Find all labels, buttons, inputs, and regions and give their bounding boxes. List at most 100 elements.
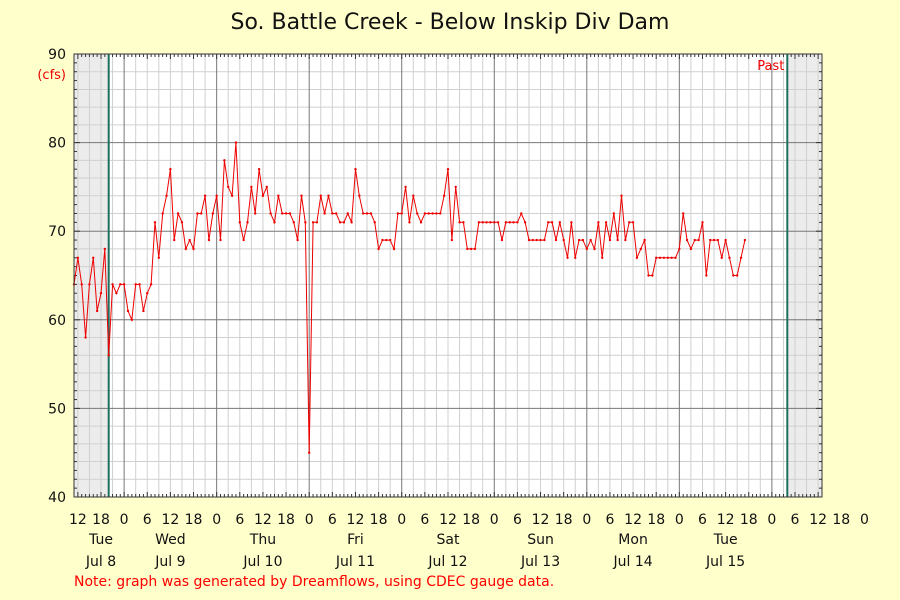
- data-point: [84, 336, 87, 339]
- plot-frame: [73, 53, 823, 498]
- data-point: [597, 221, 600, 224]
- data-point: [458, 221, 461, 224]
- data-point: [215, 194, 218, 197]
- data-point: [307, 451, 311, 454]
- data-point: [435, 212, 438, 215]
- data-point: [616, 238, 619, 242]
- data-point: [697, 238, 700, 242]
- data-point: [735, 274, 739, 277]
- data-point: [254, 212, 257, 215]
- data-point: [732, 274, 735, 277]
- y-tick-label: 60: [48, 313, 66, 329]
- data-point: [342, 221, 346, 224]
- data-point: [396, 212, 400, 215]
- y-axis-label: (cfs): [37, 68, 66, 83]
- data-point: [439, 212, 442, 215]
- data-point: [111, 283, 114, 286]
- x-tick-label: 18: [370, 512, 388, 528]
- data-point: [531, 238, 535, 242]
- data-point: [246, 221, 249, 224]
- data-point: [269, 212, 272, 215]
- data-point: [346, 212, 349, 215]
- data-point: [192, 247, 195, 251]
- data-point: [115, 292, 118, 295]
- x-tick-label: 12: [69, 512, 87, 528]
- data-point: [126, 309, 130, 313]
- data-point: [643, 238, 646, 242]
- data-point: [242, 238, 245, 242]
- data-point: [277, 194, 280, 197]
- data-point: [99, 292, 103, 295]
- x-tick-label: 6: [143, 512, 152, 528]
- data-point: [315, 221, 319, 224]
- data-point: [323, 212, 326, 215]
- x-tick-label: 0: [120, 512, 129, 528]
- data-point: [720, 256, 723, 259]
- date-label: Jul 11: [335, 554, 375, 570]
- data-point: [184, 247, 188, 251]
- data-point: [365, 212, 369, 215]
- date-label: Jul 10: [242, 554, 282, 570]
- data-point: [454, 185, 457, 189]
- data-point: [469, 247, 473, 251]
- data-point: [739, 256, 743, 259]
- data-point: [547, 221, 550, 224]
- data-point: [227, 185, 230, 189]
- data-point: [701, 221, 704, 224]
- data-point: [419, 221, 423, 224]
- data-point: [655, 256, 658, 259]
- data-point: [562, 238, 565, 242]
- data-point: [466, 247, 469, 251]
- x-tick-label: 12: [161, 512, 179, 528]
- data-point: [334, 212, 338, 215]
- data-point: [512, 221, 515, 224]
- data-point: [566, 256, 569, 259]
- date-label: Jul 9: [154, 554, 185, 570]
- data-point: [103, 247, 107, 251]
- data-point: [292, 221, 295, 224]
- y-tick-label: 70: [48, 224, 66, 240]
- data-point: [724, 238, 727, 242]
- data-point: [296, 238, 299, 242]
- data-point: [223, 159, 226, 162]
- data-point: [238, 221, 241, 224]
- data-point: [207, 238, 211, 242]
- data-point: [423, 212, 427, 215]
- data-point: [122, 283, 126, 286]
- day-label: Wed: [155, 532, 186, 548]
- data-point: [550, 221, 554, 224]
- x-tick-label: 12: [532, 512, 550, 528]
- data-point: [288, 212, 292, 215]
- data-point: [712, 238, 716, 242]
- data-point: [662, 256, 666, 259]
- data-point: [593, 247, 596, 251]
- data-point: [408, 221, 411, 224]
- data-point: [319, 194, 322, 197]
- data-point: [500, 238, 504, 242]
- data-point: [666, 256, 669, 259]
- data-point: [153, 221, 157, 224]
- data-point: [493, 221, 496, 224]
- data-point: [138, 283, 141, 286]
- data-point: [585, 247, 589, 251]
- data-point: [508, 221, 511, 224]
- x-tick-label: 0: [490, 512, 499, 528]
- day-label: Thu: [249, 532, 276, 548]
- y-tick-label: 40: [48, 490, 66, 506]
- data-point: [377, 247, 380, 251]
- data-point: [284, 212, 288, 215]
- x-tick-label: 12: [254, 512, 272, 528]
- data-point: [180, 221, 184, 224]
- data-point: [261, 194, 265, 197]
- data-point: [658, 256, 662, 259]
- data-point: [265, 185, 268, 189]
- data-point: [304, 221, 307, 224]
- day-label: Sat: [437, 532, 460, 548]
- data-point: [708, 238, 712, 242]
- data-point: [203, 194, 207, 197]
- data-point: [300, 194, 303, 197]
- date-label: Jul 15: [705, 554, 745, 570]
- data-point: [624, 238, 627, 242]
- date-label: Jul 12: [427, 554, 467, 570]
